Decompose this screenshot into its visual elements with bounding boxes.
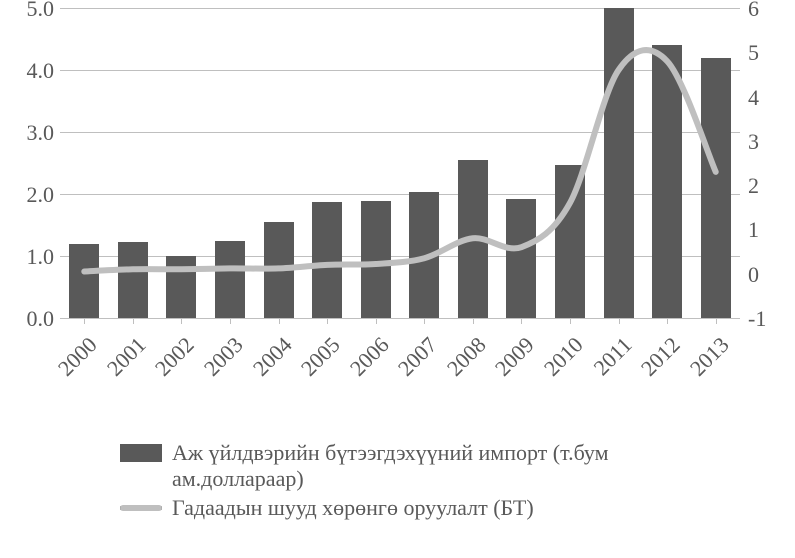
y-tick-right: 5 xyxy=(748,40,759,66)
y-tick-right: 6 xyxy=(748,0,759,22)
x-tick-label: 2004 xyxy=(247,332,296,381)
x-tick-label: 2006 xyxy=(345,332,394,381)
x-tick-label: 2001 xyxy=(102,332,151,381)
x-tick-label: 2000 xyxy=(53,332,102,381)
x-tick-label: 2003 xyxy=(199,332,248,381)
x-tick-label: 2010 xyxy=(539,332,588,381)
y-tick-right: 3 xyxy=(748,129,759,155)
x-tickmark xyxy=(424,318,425,324)
x-tick-label: 2009 xyxy=(490,332,539,381)
x-tickmark xyxy=(521,318,522,324)
plot-area xyxy=(60,8,740,318)
x-tick-label: 2013 xyxy=(685,332,734,381)
y-tick-left: 3.0 xyxy=(10,120,54,146)
x-tickmark xyxy=(473,318,474,324)
y-tick-right: 0 xyxy=(748,262,759,288)
legend-label: Гадаадын шууд хөрөнгө оруулалт (БТ) xyxy=(172,495,534,521)
legend-swatch-bar xyxy=(120,444,162,462)
x-tickmark xyxy=(133,318,134,324)
x-tick-label: 2007 xyxy=(393,332,442,381)
x-tickmark xyxy=(376,318,377,324)
x-tickmark xyxy=(181,318,182,324)
x-tick-label: 2011 xyxy=(588,332,637,381)
chart-container: 0.01.02.03.04.05.0 -10123456 20002001200… xyxy=(0,0,795,558)
x-tickmark xyxy=(327,318,328,324)
y-tick-left: 0.0 xyxy=(10,306,54,332)
legend-swatch-line xyxy=(120,499,162,517)
x-tick-label: 2002 xyxy=(150,332,199,381)
y-tick-left: 5.0 xyxy=(10,0,54,22)
y-tick-right: 4 xyxy=(748,85,759,111)
y-tick-left: 4.0 xyxy=(10,58,54,84)
x-tickmark xyxy=(619,318,620,324)
legend: Аж үйлдвэрийн бүтээгдэхүүний импорт (т.б… xyxy=(120,440,692,523)
y-tick-right: 1 xyxy=(748,217,759,243)
line-series xyxy=(60,8,740,318)
legend-item: Аж үйлдвэрийн бүтээгдэхүүний импорт (т.б… xyxy=(120,440,692,493)
y-tick-left: 2.0 xyxy=(10,182,54,208)
x-tick-label: 2005 xyxy=(296,332,345,381)
gridline xyxy=(60,318,740,319)
x-tickmark xyxy=(279,318,280,324)
x-tickmark xyxy=(230,318,231,324)
x-tickmark xyxy=(716,318,717,324)
x-tickmark xyxy=(84,318,85,324)
x-tickmark xyxy=(570,318,571,324)
y-tick-right: 2 xyxy=(748,173,759,199)
y-tick-right: -1 xyxy=(748,306,766,332)
x-tick-label: 2008 xyxy=(442,332,491,381)
x-tick-label: 2012 xyxy=(636,332,685,381)
y-tick-left: 1.0 xyxy=(10,244,54,270)
legend-label: Аж үйлдвэрийн бүтээгдэхүүний импорт (т.б… xyxy=(172,440,692,493)
legend-item: Гадаадын шууд хөрөнгө оруулалт (БТ) xyxy=(120,495,692,521)
x-tickmark xyxy=(667,318,668,324)
